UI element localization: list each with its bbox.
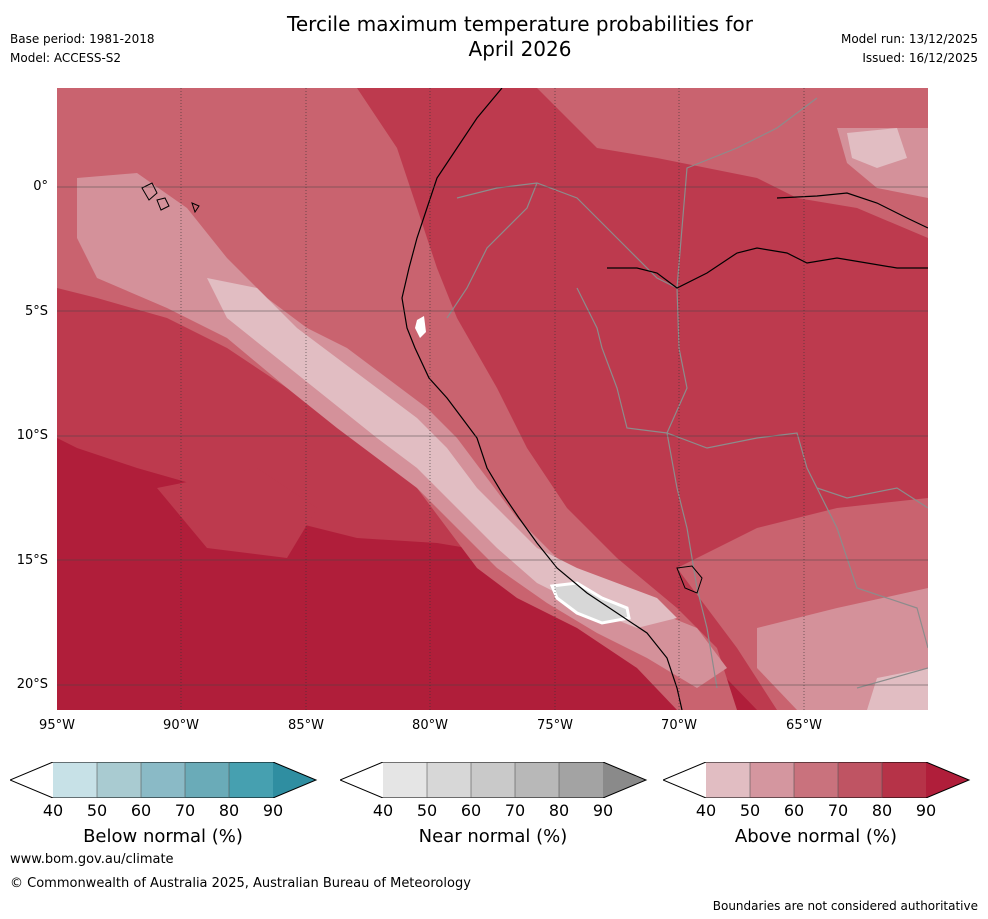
issued-date: Issued: 16/12/2025 bbox=[862, 51, 978, 65]
band-80-south bbox=[157, 468, 317, 558]
below-swatch-4 bbox=[185, 762, 229, 798]
footer-copyright: © Commonwealth of Australia 2025, Austra… bbox=[10, 876, 471, 891]
near-swatch-2 bbox=[427, 762, 471, 798]
map-title-line-2: April 2026 bbox=[468, 37, 572, 61]
below-label-40: 40 bbox=[42, 801, 64, 820]
band-50-east bbox=[847, 128, 907, 168]
lat-label-20s: 20°S bbox=[16, 677, 48, 692]
near-normal-patch bbox=[549, 581, 631, 625]
below-swatch-5 bbox=[229, 762, 273, 798]
band-70-east bbox=[537, 88, 928, 238]
near-label-50: 50 bbox=[416, 801, 438, 820]
coastline bbox=[401, 88, 683, 710]
below-label-90: 90 bbox=[262, 801, 284, 820]
above-label-50: 50 bbox=[739, 801, 761, 820]
lat-label-5s: 5°S bbox=[24, 304, 48, 319]
meta-right: Model run: 13/12/2025 Issued: 16/12/2025 bbox=[841, 30, 978, 68]
above-swatch-1 bbox=[706, 762, 750, 798]
above-label-40: 40 bbox=[695, 801, 717, 820]
lat-label-15s: 15°S bbox=[16, 553, 48, 568]
lake-titicaca bbox=[676, 565, 703, 594]
lon-label-80w: 80°W bbox=[412, 718, 448, 733]
above-label-90: 90 bbox=[915, 801, 937, 820]
near-swatch-5 bbox=[559, 762, 603, 798]
country-borders bbox=[446, 97, 928, 689]
below-swatch-6 bbox=[273, 762, 316, 798]
colorbar-near bbox=[340, 762, 648, 798]
base-period: Base period: 1981-2018 bbox=[10, 32, 155, 46]
below-title: Below normal (%) bbox=[83, 826, 243, 847]
map-canvas bbox=[57, 88, 928, 710]
meta-left: Base period: 1981-2018 Model: ACCESS-S2 bbox=[10, 30, 155, 68]
below-swatch-0 bbox=[10, 762, 53, 798]
map-title: Tercile maximum temperature probabilitie… bbox=[0, 12, 988, 62]
model-run: Model run: 13/12/2025 bbox=[840, 32, 978, 46]
above-label-70: 70 bbox=[827, 801, 849, 820]
above-label-80: 80 bbox=[871, 801, 893, 820]
near-label-90: 90 bbox=[592, 801, 614, 820]
galapagos bbox=[141, 182, 200, 214]
lon-label-95w: 95°W bbox=[39, 718, 75, 733]
band-50 bbox=[207, 278, 677, 628]
lat-label-0: 0° bbox=[33, 179, 48, 194]
band-50-southeast bbox=[867, 668, 928, 710]
footer-url: www.bom.gov.au/climate bbox=[10, 852, 174, 867]
near-swatch-0 bbox=[340, 762, 383, 798]
above-swatch-6 bbox=[926, 762, 969, 798]
amazon-river bbox=[607, 192, 928, 289]
colorbar-above bbox=[663, 762, 971, 798]
below-swatch-1 bbox=[53, 762, 97, 798]
above-swatch-5 bbox=[882, 762, 926, 798]
below-label-50: 50 bbox=[86, 801, 108, 820]
lon-label-90w: 90°W bbox=[163, 718, 199, 733]
above-swatch-3 bbox=[794, 762, 838, 798]
near-swatch-1 bbox=[383, 762, 427, 798]
below-label-80: 80 bbox=[218, 801, 240, 820]
near-label-70: 70 bbox=[504, 801, 526, 820]
footer-disclaimer: Boundaries are not considered authoritat… bbox=[712, 899, 978, 913]
near-label-40: 40 bbox=[372, 801, 394, 820]
near-swatch-4 bbox=[515, 762, 559, 798]
above-label-60: 60 bbox=[783, 801, 805, 820]
near-label-60: 60 bbox=[460, 801, 482, 820]
below-label-60: 60 bbox=[130, 801, 152, 820]
colorbar-below bbox=[10, 762, 318, 798]
lon-label-70w: 70°W bbox=[661, 718, 697, 733]
below-swatch-3 bbox=[141, 762, 185, 798]
graticule-lat bbox=[57, 186, 928, 686]
near-swatch-3 bbox=[471, 762, 515, 798]
lon-label-85w: 85°W bbox=[288, 718, 324, 733]
near-label-80: 80 bbox=[548, 801, 570, 820]
lon-label-75w: 75°W bbox=[537, 718, 573, 733]
near-title: Near normal (%) bbox=[418, 826, 568, 847]
above-swatch-0 bbox=[663, 762, 706, 798]
below-label-70: 70 bbox=[174, 801, 196, 820]
model-name: Model: ACCESS-S2 bbox=[10, 51, 122, 65]
near-swatch-6 bbox=[603, 762, 646, 798]
map-title-line-1: Tercile maximum temperature probabilitie… bbox=[287, 12, 753, 36]
lat-label-10s: 10°S bbox=[16, 428, 48, 443]
near-normal-small bbox=[415, 316, 426, 338]
lon-label-65w: 65°W bbox=[786, 718, 822, 733]
above-swatch-4 bbox=[838, 762, 882, 798]
below-swatch-2 bbox=[97, 762, 141, 798]
probability-map bbox=[57, 88, 928, 710]
above-swatch-2 bbox=[750, 762, 794, 798]
above-title: Above normal (%) bbox=[734, 826, 898, 847]
